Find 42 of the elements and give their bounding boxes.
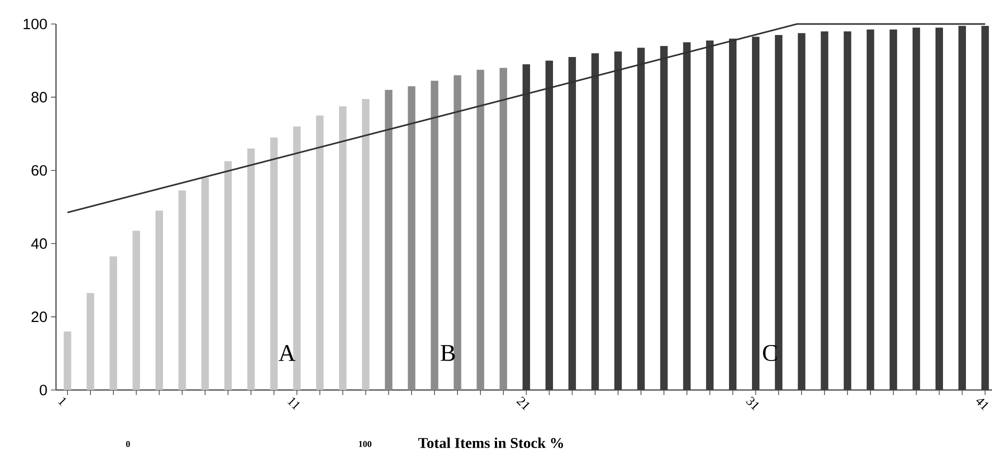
bar: [316, 115, 324, 390]
x-tick-label: 1: [58, 398, 66, 406]
y-tick-label: 100: [24, 18, 47, 30]
bar: [408, 86, 416, 390]
bar: [476, 70, 484, 390]
bar: [339, 106, 347, 390]
bar: [912, 28, 920, 390]
y-tick-label: 0: [40, 384, 47, 396]
bar: [890, 29, 898, 390]
bar: [64, 331, 72, 390]
bar: [110, 256, 118, 390]
bar: [430, 80, 438, 390]
y-tick-label: 60: [32, 165, 47, 176]
y-tick-label: 40: [31, 238, 47, 249]
bar: [86, 293, 94, 390]
bar: [201, 178, 209, 390]
x-tick-label: 21: [516, 396, 530, 410]
bar: [178, 190, 186, 390]
x-axis-title: Total Items in Stock %: [418, 438, 564, 448]
x-tick-label: 41: [976, 398, 988, 410]
bar: [798, 33, 806, 390]
annotation: B: [440, 345, 455, 361]
bar: [247, 148, 255, 390]
bar: [935, 28, 943, 390]
bar: [454, 75, 462, 390]
bar: [384, 90, 392, 390]
bar: [155, 210, 163, 390]
y-tick-label: 80: [32, 92, 47, 102]
bar: [866, 29, 874, 390]
bar: [362, 99, 370, 390]
bar: [820, 31, 828, 390]
bar: [132, 230, 140, 390]
x-tick-label: 11: [287, 398, 300, 410]
y-tick-label: 20: [32, 312, 47, 322]
bar: [224, 161, 232, 390]
x-tick-label: 31: [746, 396, 759, 410]
bar: [270, 137, 278, 390]
text: 0: [126, 440, 130, 448]
bar: [844, 31, 852, 390]
text: 100: [359, 440, 372, 448]
annotation: A: [278, 345, 296, 361]
bar: [500, 68, 508, 390]
